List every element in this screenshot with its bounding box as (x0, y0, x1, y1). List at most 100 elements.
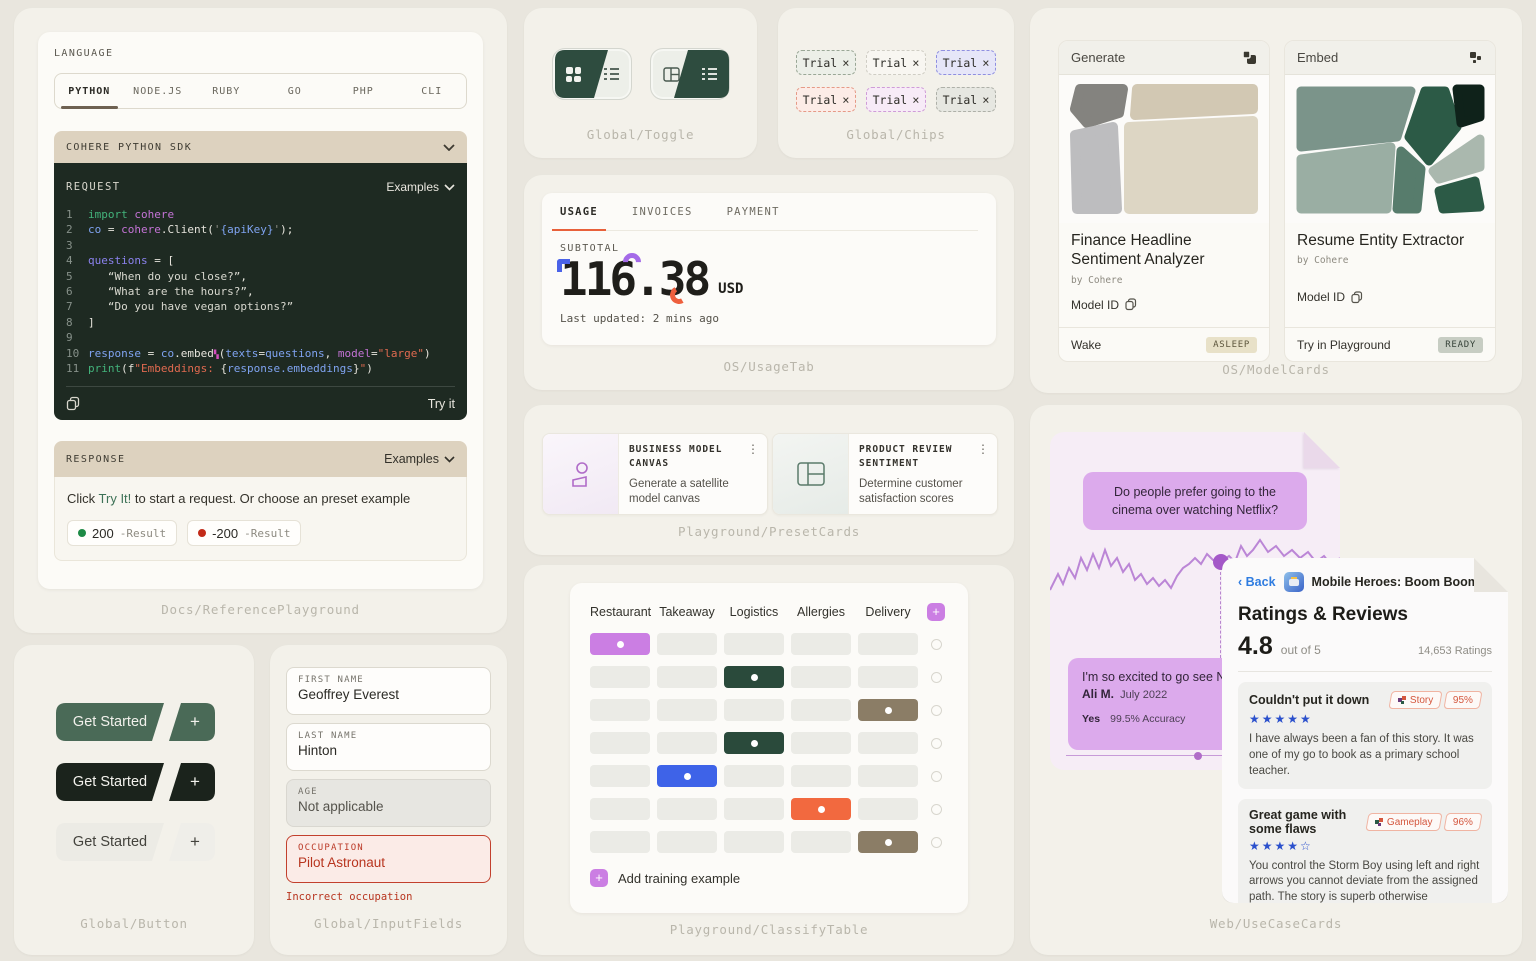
trial-chip[interactable]: Trial × (796, 50, 856, 75)
kebab-menu-icon[interactable]: ⋮ (747, 442, 759, 456)
row-radio-button[interactable] (931, 704, 942, 716)
classify-cell[interactable] (724, 732, 784, 754)
trial-chip[interactable]: Trial × (866, 87, 926, 112)
response-accordion[interactable]: RESPONSE Examples (54, 441, 467, 478)
classify-cell[interactable] (724, 765, 784, 787)
classify-cell[interactable] (657, 666, 717, 688)
field-value[interactable]: Hinton (298, 743, 338, 758)
get-started-button-primary[interactable]: Get Started + (56, 703, 215, 741)
language-tab-php[interactable]: PHP (352, 85, 374, 97)
chip-close-icon[interactable]: × (912, 92, 920, 107)
usage-tab-usage[interactable]: USAGE (552, 193, 606, 231)
classify-cell[interactable] (858, 699, 918, 721)
classify-cell[interactable] (858, 732, 918, 754)
classify-cell[interactable] (791, 666, 851, 688)
trial-chip[interactable]: Trial × (936, 50, 996, 75)
sdk-accordion[interactable]: COHERE PYTHON SDK (54, 131, 467, 163)
classify-cell[interactable] (724, 633, 784, 655)
classify-cell[interactable] (858, 765, 918, 787)
classify-cell[interactable] (657, 831, 717, 853)
classify-cell[interactable] (657, 732, 717, 754)
classify-cell[interactable] (657, 699, 717, 721)
row-radio-button[interactable] (931, 638, 942, 650)
try-it-button[interactable]: Try it (427, 396, 455, 411)
row-radio-button[interactable] (931, 836, 942, 848)
grid-view-icon[interactable] (651, 49, 691, 99)
language-tab-cli[interactable]: CLI (421, 85, 443, 97)
row-radio-button[interactable] (931, 671, 942, 683)
code-editor[interactable]: 1 import cohere 2 co = cohere.Client('{apiK… (66, 207, 455, 376)
classify-cell[interactable] (657, 798, 717, 820)
model-card-embed[interactable]: Embed Resume Entity Extr (1284, 40, 1496, 362)
plus-button[interactable]: + (169, 763, 215, 801)
plus-button[interactable]: + (169, 703, 215, 741)
classify-cell[interactable] (858, 666, 918, 688)
plus-icon[interactable]: + (590, 869, 608, 887)
hint-try-it-link[interactable]: Try It! (98, 491, 132, 507)
copy-icon[interactable] (1125, 298, 1137, 311)
model-action-playground[interactable]: Try in Playground (1297, 337, 1391, 352)
copy-icon[interactable] (66, 396, 80, 411)
classify-cell[interactable] (590, 666, 650, 688)
timeline-slider[interactable] (1066, 755, 1324, 756)
classify-cell[interactable] (858, 798, 918, 820)
model-action-wake[interactable]: Wake (1071, 337, 1102, 352)
request-examples-dropdown[interactable]: Examples (386, 180, 455, 194)
list-view-icon[interactable] (689, 49, 729, 99)
classify-cell[interactable] (590, 699, 650, 721)
chip-close-icon[interactable]: × (982, 92, 990, 107)
chip-close-icon[interactable]: × (842, 55, 850, 70)
classify-cell[interactable] (858, 831, 918, 853)
row-radio-button[interactable] (931, 803, 942, 815)
row-radio-button[interactable] (931, 770, 942, 782)
list-view-icon[interactable] (591, 49, 631, 99)
classify-cell[interactable] (590, 633, 650, 655)
get-started-button[interactable]: Get Started (56, 703, 164, 741)
preset-card-business-model[interactable]: BUSINESS MODEL CANVAS ⋮ Generate a satel… (542, 433, 768, 515)
language-tab-nodejs[interactable]: NODE.JS (133, 85, 183, 97)
get-started-button[interactable]: Get Started (56, 763, 164, 801)
field-value[interactable]: Geoffrey Everest (298, 687, 400, 702)
classify-cell[interactable] (724, 831, 784, 853)
preset-card-product-review[interactable]: PRODUCT REVIEW SENTIMENT ⋮ Determine cus… (772, 433, 998, 515)
classify-cell[interactable] (724, 699, 784, 721)
grid-view-icon[interactable] (553, 49, 593, 99)
result-chip[interactable]: 200 -Result (67, 520, 178, 547)
classify-cell[interactable] (590, 798, 650, 820)
add-training-example[interactable]: + Add training example (590, 869, 948, 887)
back-button[interactable]: ‹ Back (1238, 575, 1276, 589)
classify-cell[interactable] (657, 633, 717, 655)
classify-cell[interactable] (724, 798, 784, 820)
response-examples-dropdown[interactable]: Examples (384, 452, 455, 466)
model-card-generate[interactable]: Generate Finance Headline Sentiment Anal… (1058, 40, 1270, 362)
view-toggle-grid-active[interactable] (552, 48, 632, 100)
classify-cell[interactable] (791, 831, 851, 853)
trial-chip[interactable]: Trial × (936, 87, 996, 112)
occupation-field-error[interactable]: OCCUPATION Pilot Astronaut (286, 835, 491, 883)
last-name-field[interactable]: LAST NAME Hinton (286, 723, 491, 771)
usage-tab-payment[interactable]: PAYMENT (726, 205, 780, 218)
classify-cell[interactable] (724, 666, 784, 688)
classify-cell[interactable] (657, 765, 717, 787)
language-tab-ruby[interactable]: RUBY (212, 85, 241, 97)
classify-cell[interactable] (858, 633, 918, 655)
copy-icon[interactable] (1351, 291, 1363, 304)
classify-cell[interactable] (791, 699, 851, 721)
language-tab-go[interactable]: GO (287, 85, 302, 97)
usage-tab-invoices[interactable]: INVOICES (631, 205, 693, 218)
trial-chip[interactable]: Trial × (866, 50, 926, 75)
chip-close-icon[interactable]: × (982, 55, 990, 70)
result-chip[interactable]: -200 -Result (187, 520, 302, 547)
classify-cell[interactable] (590, 831, 650, 853)
chip-close-icon[interactable]: × (842, 92, 850, 107)
view-toggle-list-active[interactable] (650, 48, 730, 100)
kebab-menu-icon[interactable]: ⋮ (977, 442, 989, 456)
first-name-field[interactable]: FIRST NAME Geoffrey Everest (286, 667, 491, 715)
classify-cell[interactable] (791, 798, 851, 820)
classify-cell[interactable] (791, 732, 851, 754)
classify-cell[interactable] (791, 765, 851, 787)
chip-close-icon[interactable]: × (912, 55, 920, 70)
language-tab-python[interactable]: PYTHON (55, 74, 124, 109)
trial-chip[interactable]: Trial × (796, 87, 856, 112)
get-started-button-dark[interactable]: Get Started + (56, 763, 215, 801)
